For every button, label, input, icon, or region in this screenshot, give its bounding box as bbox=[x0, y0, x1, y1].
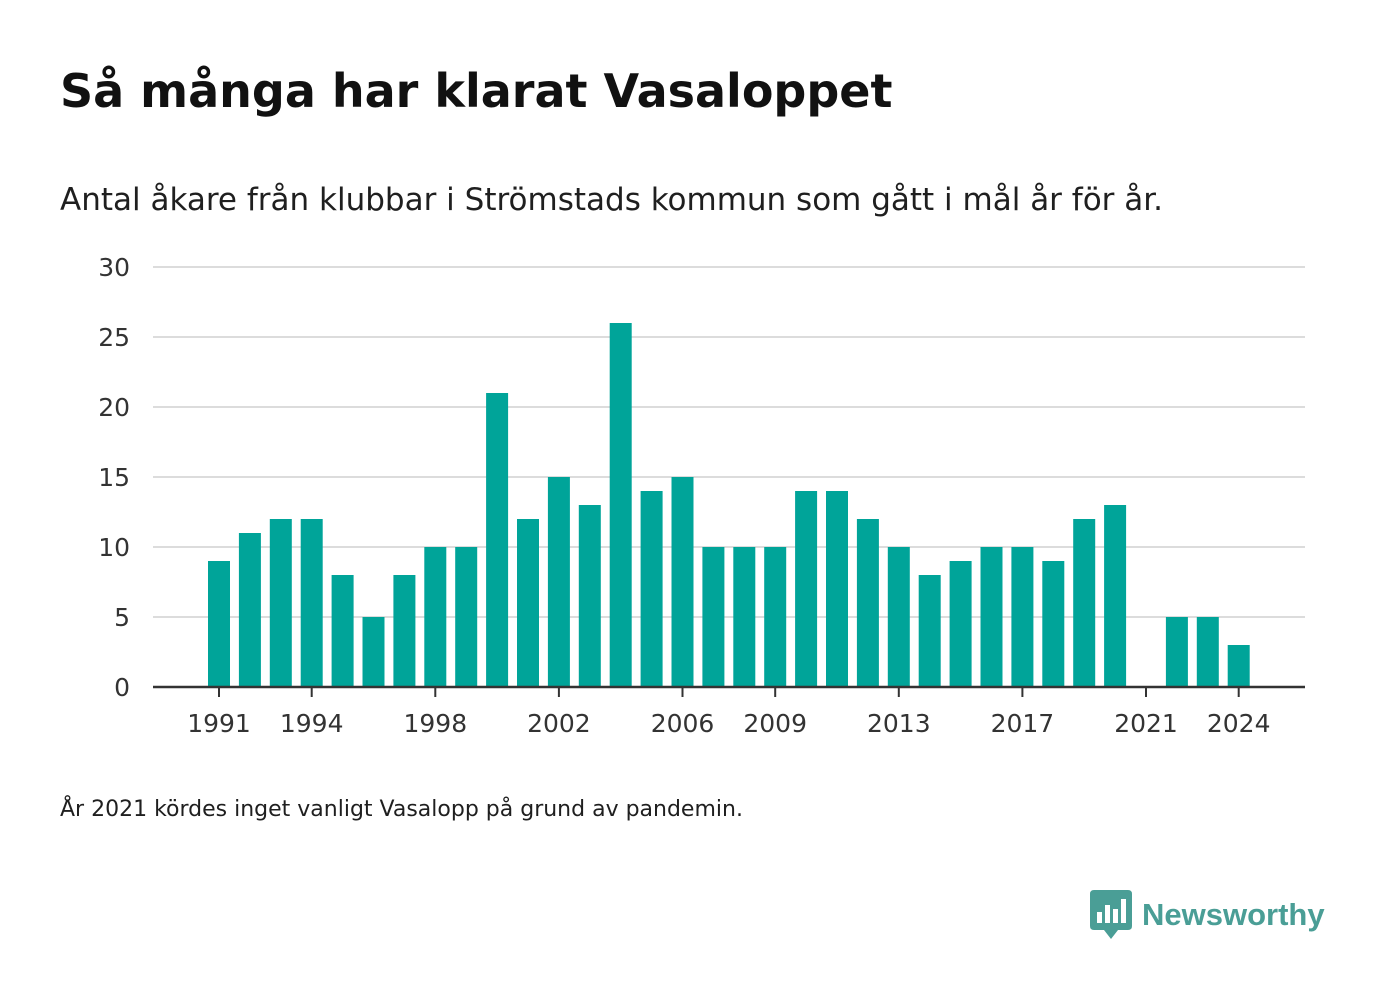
bar-2000 bbox=[486, 393, 509, 687]
x-tick-label: 2009 bbox=[743, 709, 807, 738]
x-tick-label: 1991 bbox=[187, 709, 251, 738]
bar-1995 bbox=[331, 575, 354, 687]
bar-2016 bbox=[980, 547, 1003, 687]
bar-2011 bbox=[826, 491, 848, 687]
y-tick-label: 20 bbox=[98, 393, 130, 422]
bar-1999 bbox=[455, 547, 478, 687]
bar-1992 bbox=[238, 533, 261, 687]
bar-2019 bbox=[1073, 519, 1096, 687]
bar-2013 bbox=[887, 547, 910, 687]
bar-1993 bbox=[269, 519, 292, 687]
x-tick-label: 2006 bbox=[651, 709, 715, 738]
y-tick-label: 25 bbox=[98, 323, 130, 352]
bar-2022 bbox=[1165, 617, 1188, 687]
bar-2010 bbox=[795, 491, 818, 687]
x-tick-label: 2002 bbox=[527, 709, 591, 738]
bar-2015 bbox=[949, 561, 972, 687]
newsworthy-logo-icon bbox=[1090, 890, 1132, 939]
bar-2020 bbox=[1104, 505, 1127, 687]
x-tick-label: 1998 bbox=[403, 709, 467, 738]
x-tick-label: 2013 bbox=[867, 709, 931, 738]
y-tick-label: 30 bbox=[98, 253, 130, 282]
y-tick-label: 15 bbox=[98, 463, 130, 492]
bar-2001 bbox=[517, 519, 539, 687]
bar-2023 bbox=[1196, 617, 1219, 687]
chart-subtitle: Antal åkare från klubbar i Strömstads ko… bbox=[60, 182, 1164, 218]
bar-chart: 0 5 10 15 20 25 30 1991 1994 1998 2002 2006 2009 2013… bbox=[98, 253, 1305, 738]
bar-2005 bbox=[640, 491, 663, 687]
chart-title: Så många har klarat Vasaloppet bbox=[60, 64, 893, 118]
bar-1994 bbox=[300, 519, 323, 687]
x-tick-label: 2024 bbox=[1207, 709, 1271, 738]
x-tick-label: 2017 bbox=[991, 709, 1055, 738]
bar-2012 bbox=[856, 519, 879, 687]
bar-2006 bbox=[671, 477, 694, 687]
bar-2008 bbox=[733, 547, 756, 687]
bar-1998 bbox=[424, 547, 447, 687]
x-tick-label: 2021 bbox=[1114, 709, 1178, 738]
brand-name: Newsworthy bbox=[1142, 897, 1325, 932]
y-tick-label: 0 bbox=[114, 673, 130, 702]
bar-2014 bbox=[918, 575, 941, 687]
x-tick-label: 1994 bbox=[280, 709, 344, 738]
bar-2007 bbox=[702, 547, 725, 687]
bar-1997 bbox=[393, 575, 416, 687]
axes: 0 5 10 15 20 25 30 1991 1994 1998 2002 2006 2009 2013… bbox=[98, 253, 1305, 738]
brand-logo[interactable]: Newsworthy bbox=[1090, 890, 1325, 940]
bar-2009 bbox=[764, 547, 787, 687]
bar-2003 bbox=[578, 505, 601, 687]
bar-2017 bbox=[1011, 547, 1034, 687]
y-tick-label: 5 bbox=[114, 603, 130, 632]
bar-2002 bbox=[547, 477, 570, 687]
y-tick-label: 10 bbox=[98, 533, 130, 562]
bar-2004 bbox=[609, 323, 632, 687]
footnote: År 2021 kördes inget vanligt Vasalopp på… bbox=[60, 797, 743, 822]
bar-1991 bbox=[208, 561, 230, 687]
bar-1996 bbox=[362, 617, 385, 687]
bar-2024 bbox=[1227, 645, 1250, 687]
gridlines bbox=[153, 266, 1305, 618]
bar-2018 bbox=[1042, 561, 1065, 687]
bars bbox=[208, 323, 1250, 687]
